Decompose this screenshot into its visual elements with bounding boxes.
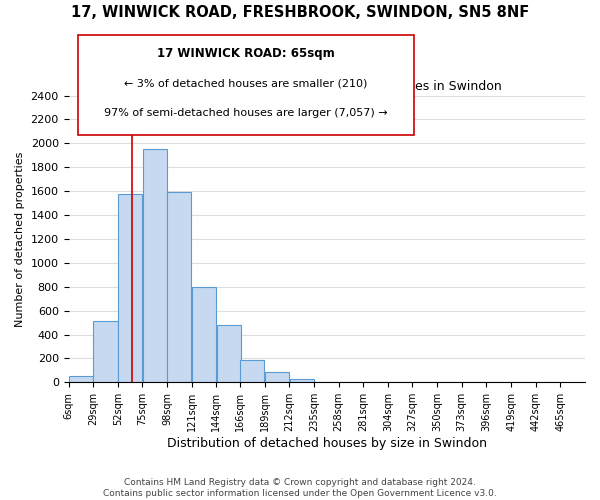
Bar [118,194,142,382]
Bar [69,376,93,382]
Text: 97% of semi-detached houses are larger (7,057) →: 97% of semi-detached houses are larger (… [104,108,388,118]
Y-axis label: Number of detached properties: Number of detached properties [15,152,25,326]
Text: 17 WINWICK ROAD: 65sqm: 17 WINWICK ROAD: 65sqm [157,46,335,60]
Bar [94,322,118,382]
Bar [217,325,241,382]
Text: Contains HM Land Registry data © Crown copyright and database right 2024.
Contai: Contains HM Land Registry data © Crown c… [103,478,497,498]
Bar [290,379,314,382]
Text: ← 3% of detached houses are smaller (210): ← 3% of detached houses are smaller (210… [124,78,368,88]
Title: Size of property relative to detached houses in Swindon: Size of property relative to detached ho… [151,80,502,93]
Bar [167,192,191,382]
Bar [265,372,289,382]
Bar [192,287,216,382]
Bar [240,360,265,382]
Bar [143,150,167,382]
X-axis label: Distribution of detached houses by size in Swindon: Distribution of detached houses by size … [167,437,487,450]
Text: 17, WINWICK ROAD, FRESHBROOK, SWINDON, SN5 8NF: 17, WINWICK ROAD, FRESHBROOK, SWINDON, S… [71,5,529,20]
